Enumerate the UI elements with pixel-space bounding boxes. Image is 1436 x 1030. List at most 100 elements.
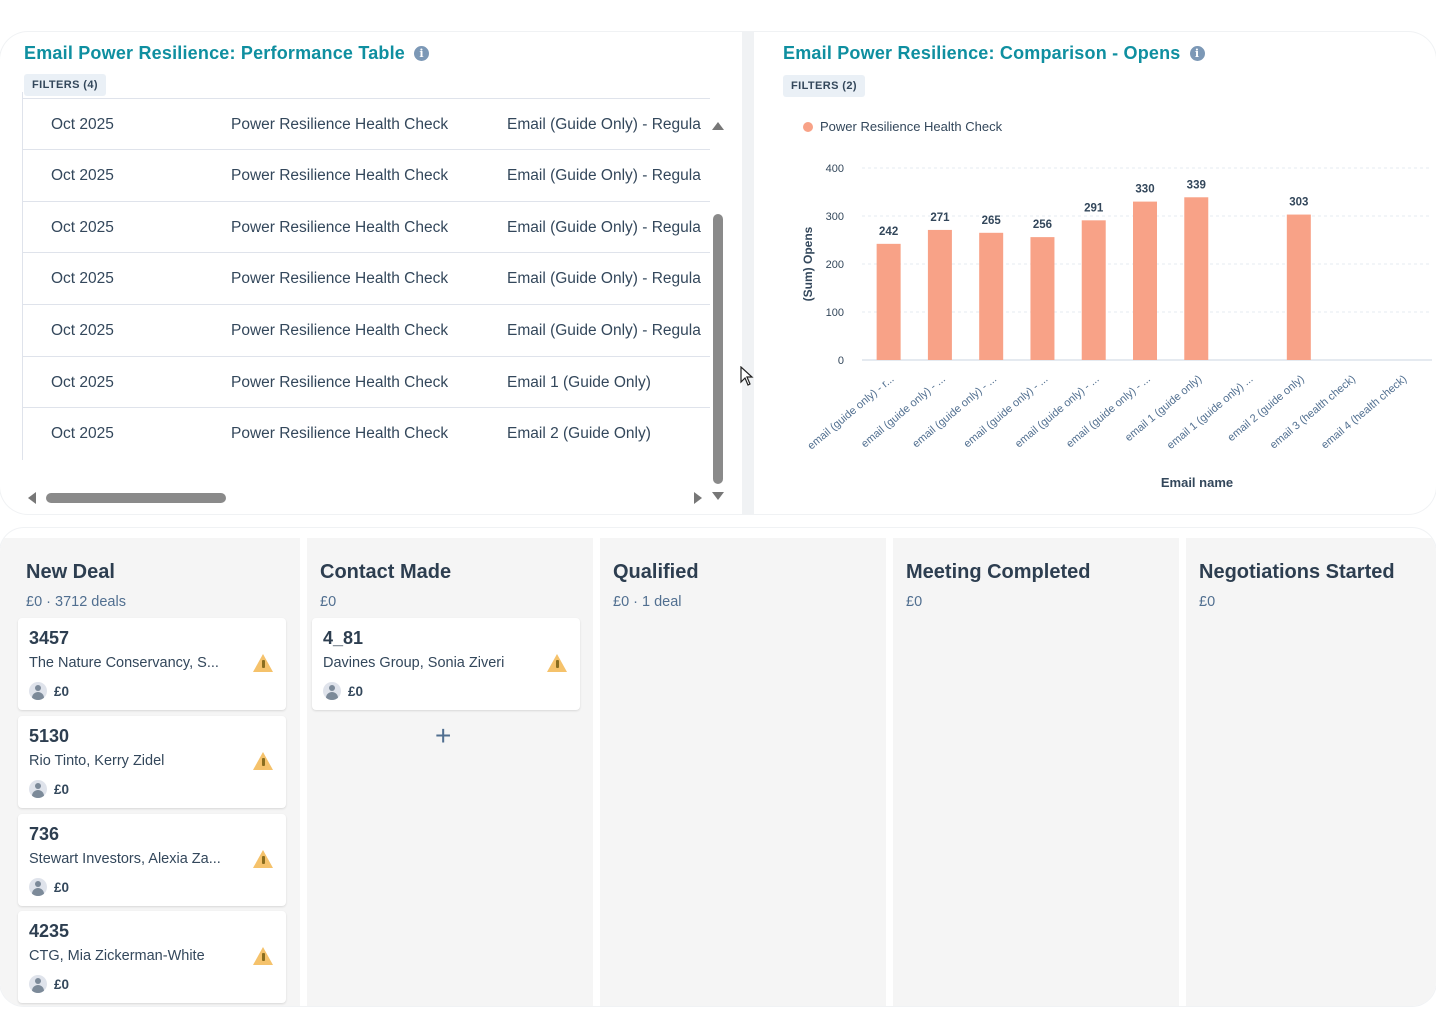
deal-id[interactable]: 736 bbox=[29, 824, 60, 844]
campaign-cell: Power Resilience Health Check bbox=[231, 270, 449, 287]
warning-mark bbox=[262, 758, 265, 766]
column-summary: £0 · 1 deal bbox=[613, 594, 682, 610]
deal-amount: £0 bbox=[54, 684, 70, 699]
x-axis-label: Email name bbox=[1161, 475, 1233, 490]
bar bbox=[979, 232, 1004, 360]
x-tick-label: email 1 (guide only) ... bbox=[1165, 373, 1256, 452]
campaign-cell: Power Resilience Health Check bbox=[231, 374, 449, 391]
table-row[interactable]: Oct 2025 Power Resilience Health Check Ema… bbox=[23, 252, 710, 304]
x-tick-label: email (guide only) - ... bbox=[910, 373, 999, 450]
email-cell: Email (Guide Only) - Regula bbox=[507, 322, 701, 339]
owner-avatar-icon[interactable] bbox=[29, 682, 47, 700]
performance-table-filters-badge[interactable]: FILTERS (4) bbox=[24, 74, 106, 96]
column-title: Contact Made bbox=[320, 561, 452, 583]
column-title: New Deal bbox=[26, 561, 115, 583]
comparison-chart-title-text: Email Power Resilience: Comparison - Ope… bbox=[783, 43, 1181, 63]
info-icon[interactable]: i bbox=[414, 46, 430, 61]
mouse-cursor-icon bbox=[740, 366, 754, 386]
table-row[interactable]: Oct 2025 Power Resilience Health Check Ema… bbox=[23, 201, 710, 253]
x-tick-label: email 3 (health check) bbox=[1268, 373, 1358, 451]
deal-amount: £0 bbox=[54, 977, 70, 992]
legend-label: Power Resilience Health Check bbox=[820, 119, 1003, 134]
deal-pipeline-board: New Deal £0 · 3712 deals 3457 The Nature Co… bbox=[0, 528, 1436, 1006]
y-tick-label: 400 bbox=[826, 163, 844, 175]
table-row[interactable]: Oct 2025 Power Resilience Health Check Ema… bbox=[23, 98, 710, 150]
scroll-up-arrow-icon[interactable] bbox=[712, 122, 724, 130]
deal-amount: £0 bbox=[54, 880, 70, 895]
y-tick-label: 0 bbox=[838, 355, 844, 367]
data-label: 242 bbox=[879, 226, 898, 238]
data-label: 256 bbox=[1033, 219, 1052, 231]
data-label: 303 bbox=[1289, 197, 1308, 209]
owner-avatar-icon[interactable] bbox=[29, 780, 47, 798]
bar bbox=[927, 229, 952, 360]
warning-mark bbox=[556, 660, 559, 668]
column-title: Negotiations Started bbox=[1199, 561, 1395, 583]
x-tick-label: email (guide only) - ... bbox=[962, 373, 1051, 450]
owner-avatar-icon[interactable] bbox=[29, 878, 47, 896]
campaign-cell: Power Resilience Health Check bbox=[231, 116, 449, 133]
owner-avatar-icon[interactable] bbox=[323, 682, 341, 700]
chart-legend[interactable]: Power Resilience Health Check bbox=[803, 119, 1002, 134]
campaign-cell: Power Resilience Health Check bbox=[231, 322, 449, 339]
email-cell: Email (Guide Only) - Regula bbox=[507, 167, 701, 184]
deal-card[interactable]: 736 Stewart Investors, Alexia Za... £0 bbox=[18, 814, 286, 906]
deal-id[interactable]: 3457 bbox=[29, 628, 70, 648]
table-row[interactable]: Oct 2025 Power Resilience Health Check Ema… bbox=[23, 149, 710, 201]
deal-card[interactable]: 4235 CTG, Mia Zickerman-White £0 bbox=[18, 911, 286, 1003]
data-label: 330 bbox=[1135, 184, 1154, 196]
performance-table-title[interactable]: Email Power Resilience: Performance Tabl… bbox=[24, 43, 430, 64]
email-cell: Email 2 (Guide Only) bbox=[507, 425, 651, 442]
legend-swatch bbox=[803, 121, 813, 132]
comparison-chart-filters-badge[interactable]: FILTERS (2) bbox=[783, 75, 865, 97]
comparison-chart-title[interactable]: Email Power Resilience: Comparison - Ope… bbox=[783, 43, 1205, 64]
campaign-cell: Power Resilience Health Check bbox=[231, 425, 449, 442]
warning-mark bbox=[262, 953, 265, 961]
bar bbox=[1286, 214, 1311, 360]
x-tick-label: email (guide only) - ... bbox=[859, 373, 948, 450]
scroll-down-arrow-icon[interactable] bbox=[712, 492, 724, 500]
performance-table: Oct 2025 Power Resilience Health Check Ema… bbox=[22, 92, 710, 460]
deal-amount: £0 bbox=[348, 684, 364, 699]
x-tick-label: email 4 (health check) bbox=[1319, 373, 1409, 451]
x-tick-label: email (guide only) - r... bbox=[805, 373, 896, 452]
y-tick-label: 300 bbox=[826, 211, 844, 223]
scroll-right-arrow-icon[interactable] bbox=[694, 492, 702, 504]
add-deal-button[interactable]: + bbox=[435, 720, 452, 751]
scroll-left-arrow-icon[interactable] bbox=[28, 492, 36, 504]
deal-card[interactable]: 5130 Rio Tinto, Kerry Zidel £0 bbox=[18, 716, 286, 808]
deal-amount: £0 bbox=[54, 782, 70, 797]
column-summary: £0 bbox=[320, 594, 337, 610]
data-label: 265 bbox=[982, 215, 1002, 227]
pipeline-column: Contact Made £0 4_81 Davines Group, Sonia Z… bbox=[307, 538, 593, 1006]
owner-avatar-icon[interactable] bbox=[29, 975, 47, 993]
campaign-cell: Power Resilience Health Check bbox=[231, 167, 449, 184]
table-row[interactable]: Oct 2025 Power Resilience Health Check Ema… bbox=[23, 407, 710, 459]
bar bbox=[876, 243, 901, 360]
y-axis-label: (Sum) Opens bbox=[801, 226, 815, 301]
pipeline-column: Negotiations Started £0 bbox=[1186, 538, 1436, 1006]
warning-mark bbox=[262, 856, 265, 864]
column-summary: £0 · 3712 deals bbox=[26, 594, 126, 610]
bar bbox=[1133, 201, 1157, 360]
x-tick-label: email (guide only) - ... bbox=[1013, 373, 1102, 450]
info-icon[interactable]: i bbox=[1189, 46, 1205, 61]
deal-id[interactable]: 4235 bbox=[29, 921, 70, 941]
horizontal-scroll-thumb[interactable] bbox=[46, 493, 226, 503]
deal-id[interactable]: 4_81 bbox=[323, 628, 364, 648]
column-summary: £0 bbox=[906, 594, 923, 610]
deal-id[interactable]: 5130 bbox=[29, 726, 70, 746]
table-row[interactable]: Oct 2025 Power Resilience Health Check Ema… bbox=[23, 304, 710, 356]
y-tick-label: 100 bbox=[826, 307, 844, 319]
table-row[interactable]: Oct 2025 Power Resilience Health Check Ema… bbox=[23, 356, 710, 408]
deal-company: Davines Group, Sonia Ziveri bbox=[323, 655, 505, 671]
vertical-scroll-thumb[interactable] bbox=[713, 214, 723, 484]
table-vertical-scrollbar[interactable] bbox=[710, 122, 726, 508]
deal-card[interactable]: 3457 The Nature Conservancy, S... £0 bbox=[18, 618, 286, 710]
warning-mark bbox=[262, 660, 265, 668]
column-title: Qualified bbox=[613, 561, 699, 583]
x-tick-label: email (guide only) - ... bbox=[1064, 373, 1153, 450]
email-cell: Email 1 (Guide Only) bbox=[507, 374, 651, 391]
month-cell: Oct 2025 bbox=[51, 322, 114, 339]
deal-card[interactable]: 4_81 Davines Group, Sonia Ziveri £0 bbox=[312, 618, 580, 710]
